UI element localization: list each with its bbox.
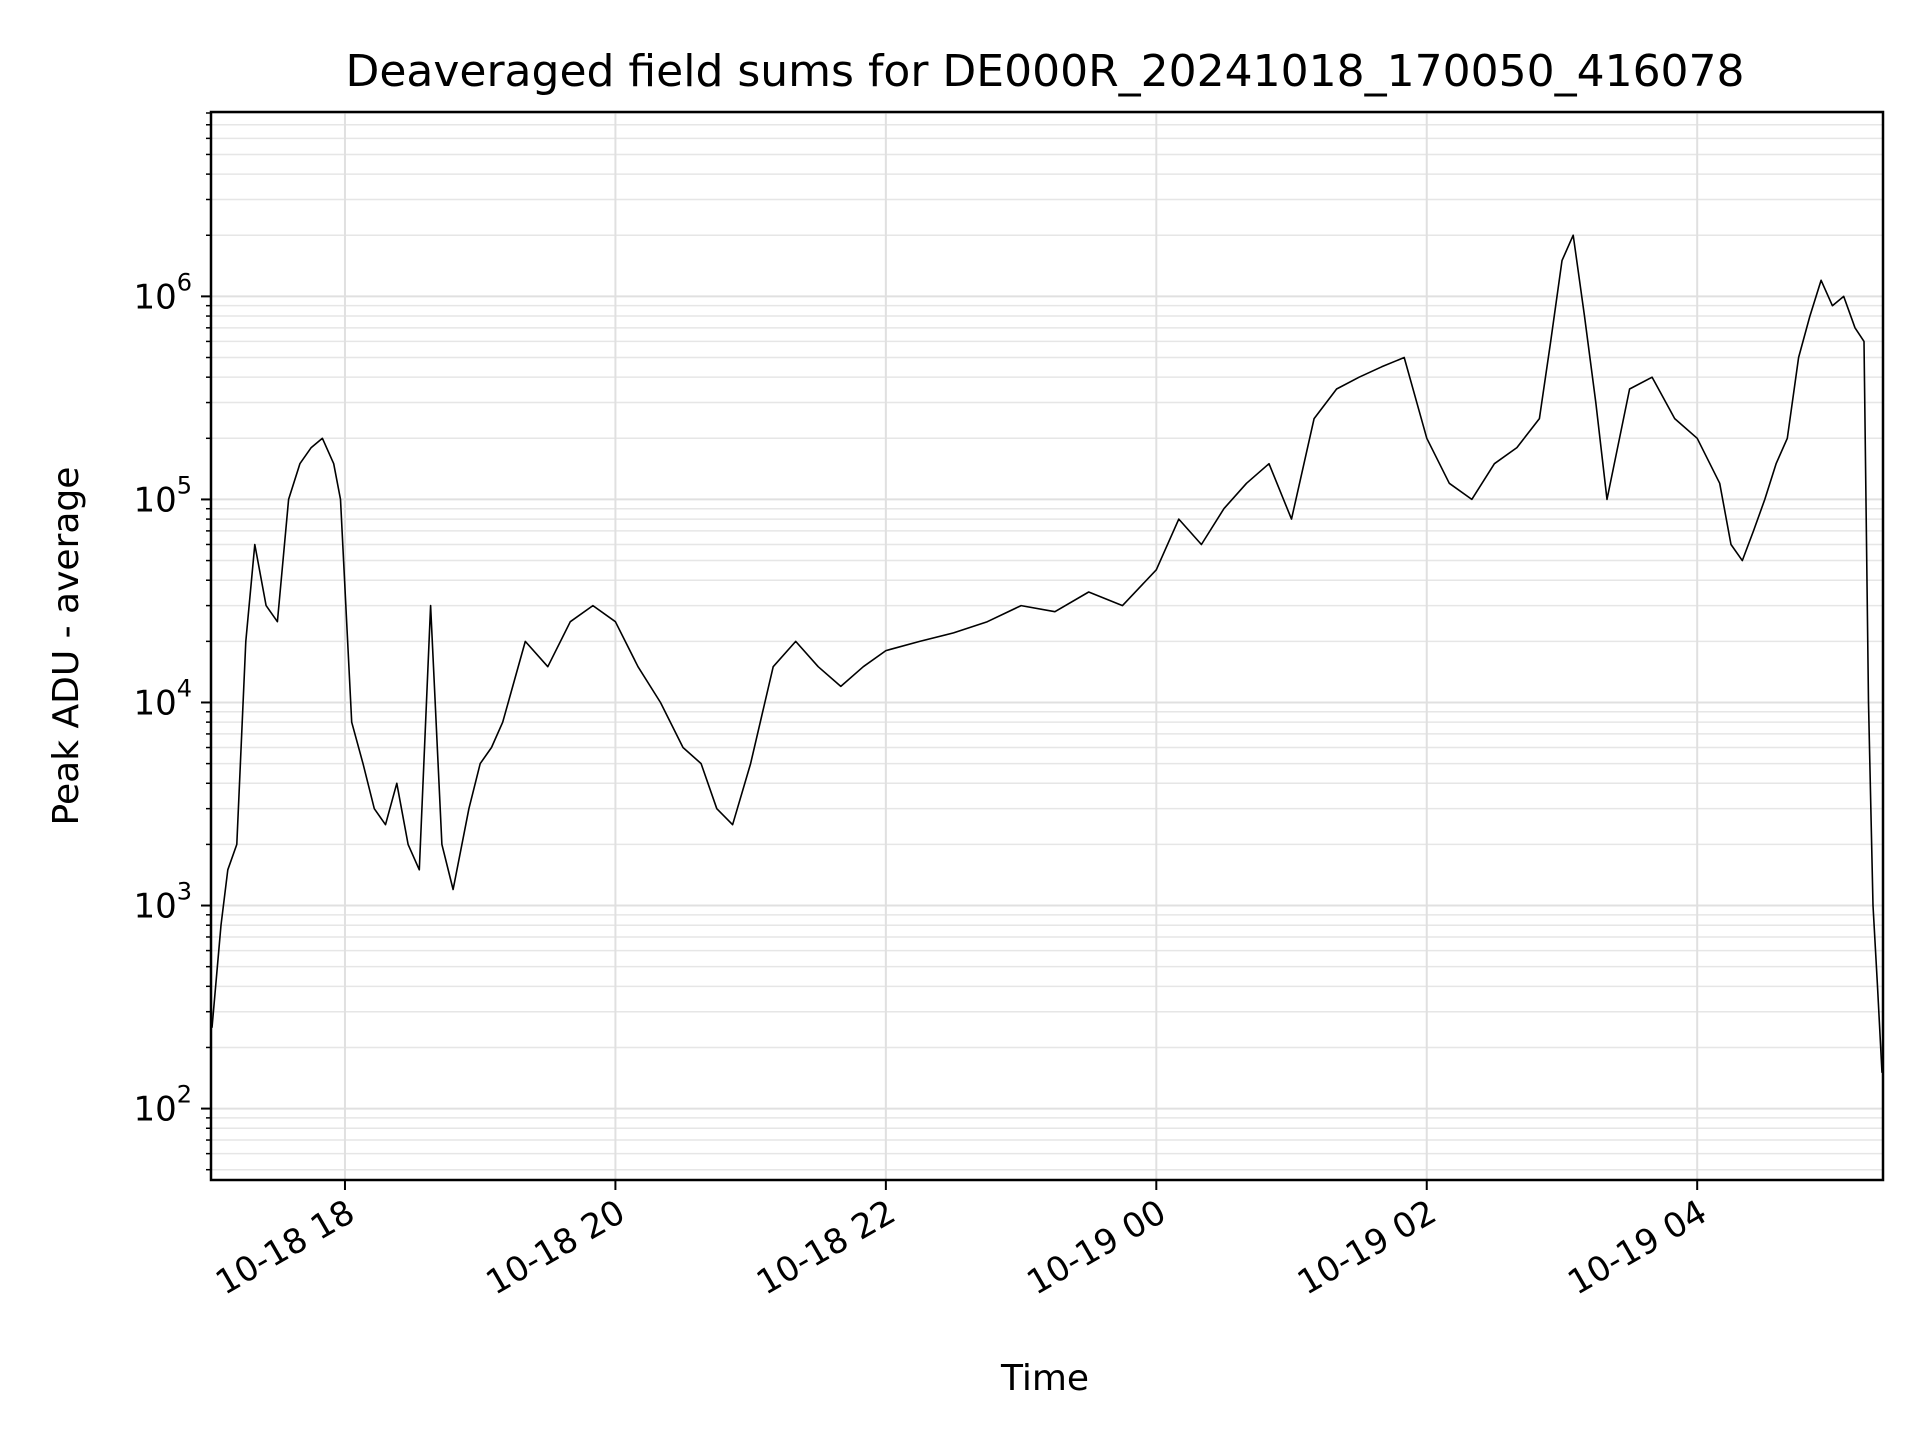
y-tick-label: 104: [133, 674, 192, 723]
series-line: [212, 234, 1882, 1073]
x-axis-label: Time: [1000, 1358, 1089, 1399]
chart-title: Deaveraged field sums for DE000R_2024101…: [345, 46, 1744, 97]
y-tick-label: 106: [133, 268, 192, 317]
y-tick-label: 102: [133, 1081, 192, 1130]
plot-frame: [209, 110, 1885, 1182]
y-tick-label: 103: [133, 878, 192, 927]
y-tick-label: 105: [133, 471, 192, 520]
y-axis-label: Peak ADU - average: [46, 467, 87, 826]
y-axis: 102 103 104 105 106: [133, 112, 212, 1171]
